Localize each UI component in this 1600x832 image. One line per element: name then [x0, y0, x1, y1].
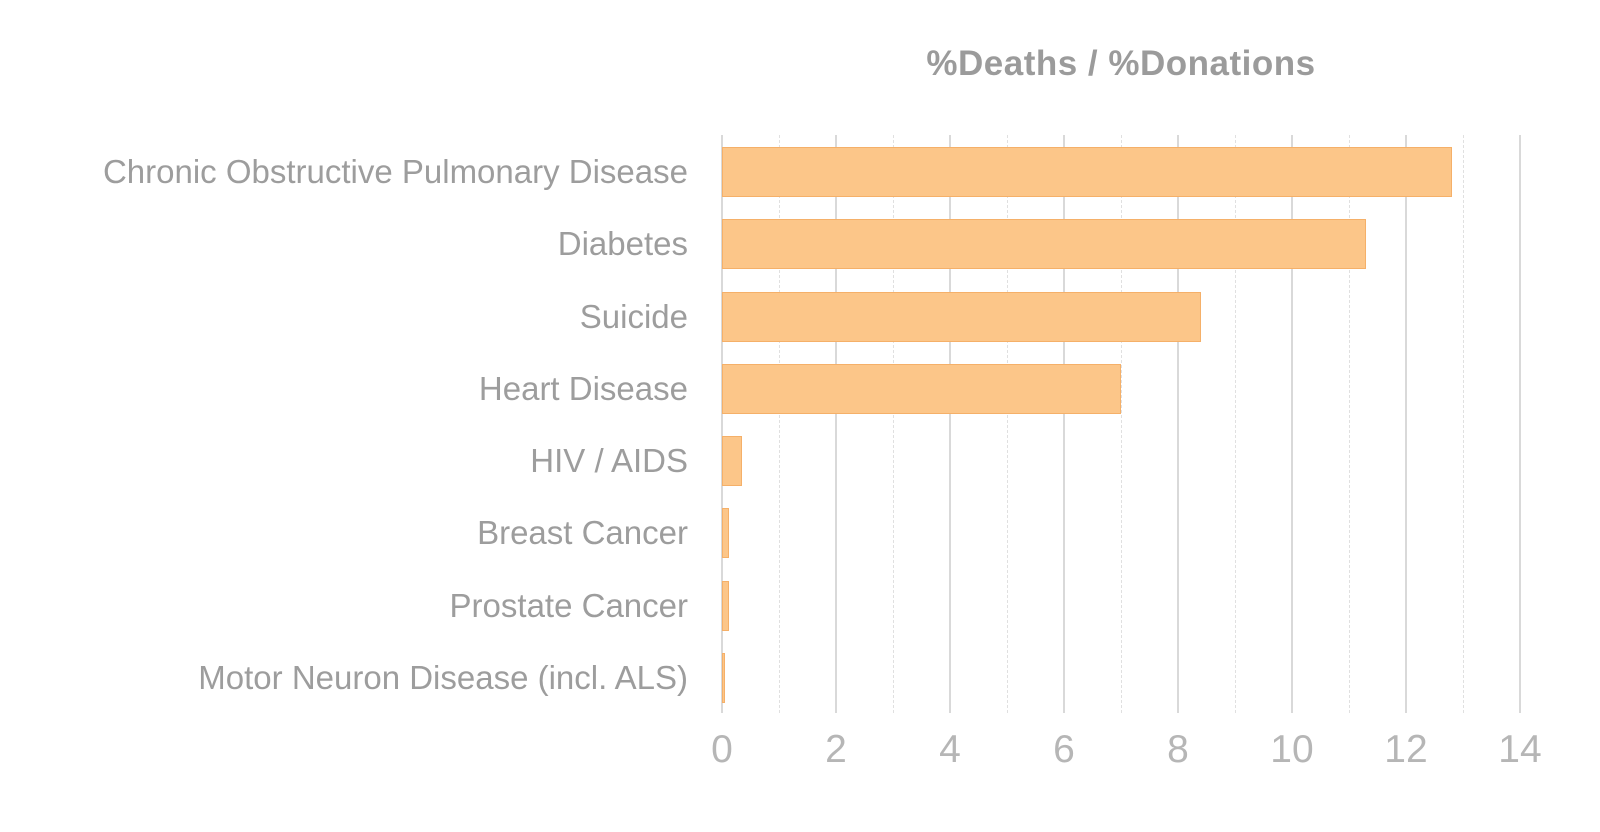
- category-label: Suicide: [579, 297, 688, 335]
- x-tick-label: 12: [1384, 728, 1428, 771]
- category-label: Diabetes: [557, 225, 688, 263]
- category-label: Heart Disease: [478, 369, 688, 407]
- category-label: HIV / AIDS: [530, 442, 688, 479]
- gridline-major: [1177, 135, 1179, 713]
- category-label: Motor Neuron Disease (incl. ALS): [198, 658, 688, 696]
- x-tick-label: 14: [1498, 728, 1542, 771]
- x-tick-label: 0: [711, 728, 733, 771]
- gridline-major: [1291, 135, 1293, 713]
- x-tick-label: 8: [1167, 728, 1189, 771]
- value-axis: 0 2 4 6 8 10 12 14: [0, 728, 1600, 788]
- gridline-minor: [1349, 135, 1350, 713]
- x-tick-label: 10: [1270, 728, 1314, 771]
- gridline-minor: [1235, 135, 1236, 713]
- gridline-major: [835, 135, 837, 713]
- category-label: Prostate Cancer: [449, 586, 688, 624]
- bar: [722, 147, 1452, 197]
- bar: [722, 436, 742, 486]
- category-label: Breast Cancer: [477, 514, 688, 552]
- gridline-minor: [1121, 135, 1122, 713]
- x-tick-label: 6: [1053, 728, 1075, 771]
- gridline-major: [1405, 135, 1407, 713]
- gridline-major: [949, 135, 951, 713]
- bar: [722, 508, 729, 559]
- gridline-minor: [893, 135, 894, 713]
- gridline-minor: [1007, 135, 1008, 713]
- gridline-major: [1063, 135, 1065, 713]
- bar: [722, 219, 1367, 270]
- bar: [722, 291, 1201, 342]
- plot-area: [721, 135, 1521, 713]
- gridline-minor: [779, 135, 780, 713]
- category-axis: Chronic Obstructive Pulmonary Disease Dia…: [0, 135, 688, 713]
- x-tick-label: 4: [939, 728, 961, 771]
- bar: [722, 652, 726, 703]
- chart-title: %Deaths / %Donations: [926, 44, 1316, 83]
- category-label: Chronic Obstructive Pulmonary Disease: [102, 153, 688, 190]
- bar: [722, 580, 729, 631]
- x-tick-label: 2: [825, 728, 847, 771]
- bar: [722, 363, 1121, 414]
- gridline-major: [1519, 135, 1521, 713]
- gridline-minor: [1463, 135, 1464, 713]
- axis-baseline: [721, 135, 723, 713]
